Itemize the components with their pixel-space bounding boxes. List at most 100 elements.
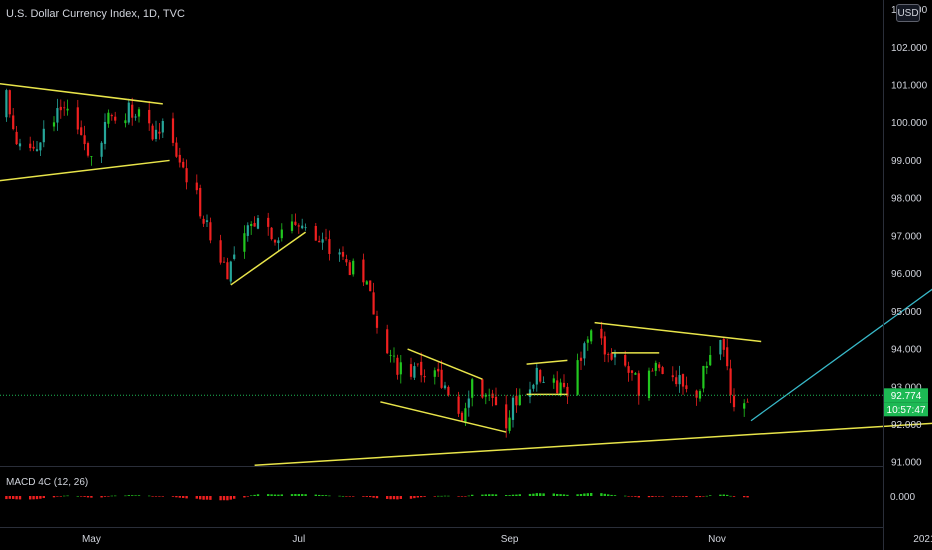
macd-bar bbox=[154, 496, 158, 497]
macd-bar bbox=[39, 496, 42, 499]
candle-body bbox=[39, 142, 42, 151]
candle-body bbox=[685, 385, 688, 390]
candle-body bbox=[743, 403, 746, 409]
macd-bar bbox=[511, 494, 515, 496]
macd-bar bbox=[399, 496, 402, 499]
price-axis[interactable]: 103.000102.000101.000100.00099.00098.000… bbox=[891, 5, 928, 469]
candle-body bbox=[556, 380, 559, 394]
candle-body bbox=[314, 225, 317, 241]
candle-body bbox=[243, 233, 246, 252]
macd-bar bbox=[607, 494, 610, 496]
macd-bar bbox=[137, 495, 141, 496]
macd-bar bbox=[508, 495, 511, 496]
macd-bar bbox=[413, 496, 416, 499]
macd-histogram bbox=[5, 492, 749, 501]
macd-bar bbox=[324, 495, 328, 496]
candle-body bbox=[297, 225, 300, 227]
candle-body bbox=[440, 369, 443, 388]
macd-bar bbox=[671, 496, 674, 497]
macd-bar bbox=[702, 496, 705, 497]
candle-body bbox=[127, 102, 130, 123]
macd-bar bbox=[369, 496, 372, 498]
candle-body bbox=[63, 107, 66, 109]
candle-body bbox=[433, 370, 436, 377]
candle-body bbox=[583, 343, 586, 359]
macd-bar bbox=[613, 495, 617, 496]
price-tick-label: 92.000 bbox=[891, 420, 922, 431]
candle-body bbox=[681, 374, 685, 387]
candle-body bbox=[18, 143, 22, 147]
candle-body bbox=[42, 128, 45, 143]
candle-body bbox=[280, 229, 283, 239]
macd-bar bbox=[110, 495, 113, 497]
candle-body bbox=[171, 118, 175, 143]
price-tick-label: 95.000 bbox=[891, 307, 922, 318]
candle-body bbox=[532, 384, 535, 389]
macd-bar bbox=[338, 495, 341, 497]
macd-bar bbox=[634, 496, 637, 497]
currency-button[interactable]: USD bbox=[896, 4, 920, 22]
macd-bar bbox=[481, 494, 484, 496]
macd-bar bbox=[695, 496, 698, 498]
candle-body bbox=[389, 355, 392, 356]
candle-body bbox=[423, 376, 426, 378]
candle-body bbox=[110, 115, 113, 117]
candle-body bbox=[15, 131, 18, 145]
candle-body bbox=[460, 412, 464, 421]
macd-bar bbox=[18, 496, 22, 500]
macd-bar bbox=[158, 496, 161, 497]
trend-line bbox=[526, 359, 568, 365]
macd-bar bbox=[12, 496, 15, 499]
candle-body bbox=[29, 143, 32, 149]
price-tick-label: 97.000 bbox=[891, 231, 922, 242]
macd-bar bbox=[559, 494, 562, 496]
macd-bar bbox=[56, 496, 59, 497]
macd-bar bbox=[416, 496, 419, 498]
candle-body bbox=[562, 382, 566, 387]
candle-body bbox=[535, 367, 538, 385]
macd-bar bbox=[658, 496, 661, 497]
time-axis[interactable]: MayJulSepNov2021MarMayJul bbox=[82, 534, 932, 545]
macd-bar bbox=[42, 496, 45, 499]
macd-bar bbox=[603, 493, 606, 496]
candle-body bbox=[732, 395, 736, 408]
drawings-layer[interactable] bbox=[0, 10, 932, 466]
macd-bar bbox=[590, 492, 593, 496]
candle-body bbox=[182, 161, 185, 168]
candle-body bbox=[416, 363, 419, 365]
candle-body bbox=[627, 366, 630, 373]
candle-body bbox=[294, 221, 297, 225]
macd-bar bbox=[576, 494, 579, 496]
macd-bar bbox=[32, 496, 35, 500]
candle-body bbox=[100, 142, 103, 157]
candle-body bbox=[515, 395, 518, 406]
macd-bar bbox=[494, 494, 498, 496]
candle-body bbox=[481, 379, 484, 398]
macd-bar bbox=[539, 493, 542, 496]
macd-bar bbox=[171, 496, 175, 497]
candle-body bbox=[318, 240, 321, 243]
candle-body bbox=[59, 106, 62, 111]
candle-body bbox=[8, 90, 11, 115]
macd-bar bbox=[90, 496, 93, 498]
candle-body bbox=[103, 121, 107, 144]
candle-body bbox=[464, 408, 467, 423]
macd-bar bbox=[345, 496, 348, 497]
macd-bar bbox=[182, 496, 185, 498]
macd-bar bbox=[443, 495, 447, 497]
macd-bar bbox=[698, 496, 702, 498]
candle-body bbox=[610, 353, 613, 360]
candle-body bbox=[471, 379, 474, 398]
macd-bar bbox=[219, 496, 222, 501]
macd-bar bbox=[579, 494, 583, 496]
candle-body bbox=[202, 218, 205, 224]
price-tick-label: 93.000 bbox=[891, 382, 922, 393]
candle-body bbox=[226, 262, 229, 280]
macd-bar bbox=[229, 496, 232, 500]
candle-body bbox=[195, 182, 198, 191]
candle-body bbox=[137, 109, 141, 117]
macd-bar bbox=[277, 494, 280, 496]
candle-body bbox=[222, 261, 226, 263]
candle-body bbox=[559, 382, 562, 396]
